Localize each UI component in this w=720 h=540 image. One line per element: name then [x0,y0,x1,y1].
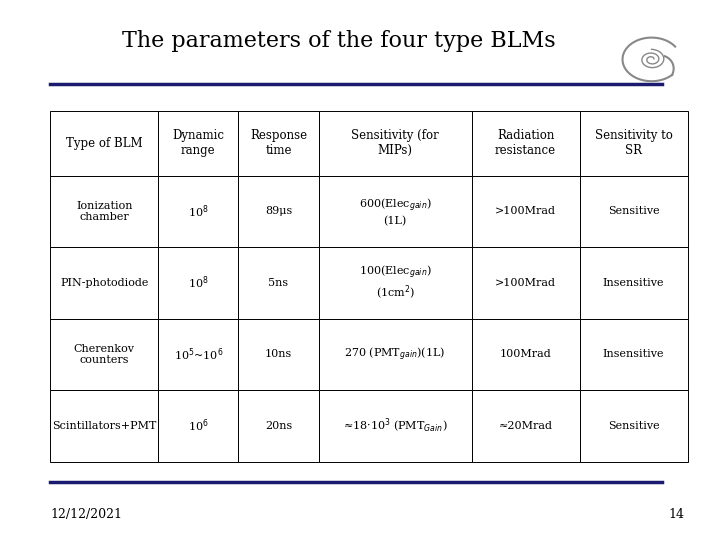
Text: 100(Elec$_{gain}$)
(1cm$^2$): 100(Elec$_{gain}$) (1cm$^2$) [359,264,431,302]
Bar [472,247,580,319]
Bar [50,176,158,247]
Text: >100Mrad: >100Mrad [495,278,556,288]
Text: ≈20Mrad: ≈20Mrad [499,421,553,431]
Bar [158,319,238,390]
Bar [50,111,158,176]
Text: 89μs: 89μs [265,206,292,217]
Text: Dynamic
range: Dynamic range [172,129,225,157]
Text: >100Mrad: >100Mrad [495,206,556,217]
Bar [472,111,580,176]
Bar [580,319,688,390]
Text: Cherenkov
counters: Cherenkov counters [74,343,135,365]
Text: Type of BLM: Type of BLM [66,137,143,150]
Text: The parameters of the four type BLMs: The parameters of the four type BLMs [122,30,555,51]
Bar [318,247,472,319]
Text: Insensitive: Insensitive [603,278,665,288]
Bar [318,176,472,247]
Bar [50,390,158,462]
Text: Radiation
resistance: Radiation resistance [495,129,557,157]
Bar [318,111,472,176]
Text: Sensitivity to
SR: Sensitivity to SR [595,129,672,157]
Text: 10$^5$~10$^6$: 10$^5$~10$^6$ [174,346,223,363]
Bar [158,176,238,247]
Text: 10$^6$: 10$^6$ [188,417,209,434]
Bar [238,111,318,176]
Bar [158,247,238,319]
Bar [238,390,318,462]
Text: Response
time: Response time [250,129,307,157]
Bar [472,390,580,462]
Text: 100Mrad: 100Mrad [500,349,552,360]
Bar [50,319,158,390]
Bar [580,176,688,247]
Text: 14: 14 [668,508,684,521]
Bar [318,390,472,462]
Text: 10ns: 10ns [265,349,292,360]
Bar [580,247,688,319]
Text: 10$^8$: 10$^8$ [188,275,209,291]
Bar [158,111,238,176]
Bar [50,247,158,319]
Text: PIN-photodiode: PIN-photodiode [60,278,148,288]
Text: Sensitive: Sensitive [608,206,660,217]
Bar [472,319,580,390]
Text: 5ns: 5ns [269,278,289,288]
Text: 20ns: 20ns [265,421,292,431]
Text: ≈18·10$^3$ (PMT$_{Gain}$): ≈18·10$^3$ (PMT$_{Gain}$) [343,417,447,435]
Text: Sensitive: Sensitive [608,421,660,431]
Text: 270 (PMT$_{gain}$)(1L): 270 (PMT$_{gain}$)(1L) [344,346,446,363]
Bar [580,111,688,176]
Text: 12/12/2021: 12/12/2021 [50,508,122,521]
Bar [318,319,472,390]
Text: Scintillators+PMT: Scintillators+PMT [52,421,156,431]
Bar [580,390,688,462]
Text: 10$^8$: 10$^8$ [188,203,209,220]
Text: Ionization
chamber: Ionization chamber [76,200,132,222]
Text: 600(Elec$_{gain}$)
(1L): 600(Elec$_{gain}$) (1L) [359,197,431,226]
Bar [238,176,318,247]
Text: Sensitivity (for
MIPs): Sensitivity (for MIPs) [351,129,439,157]
Bar [472,176,580,247]
Text: Insensitive: Insensitive [603,349,665,360]
Bar [238,247,318,319]
Bar [238,319,318,390]
Bar [158,390,238,462]
